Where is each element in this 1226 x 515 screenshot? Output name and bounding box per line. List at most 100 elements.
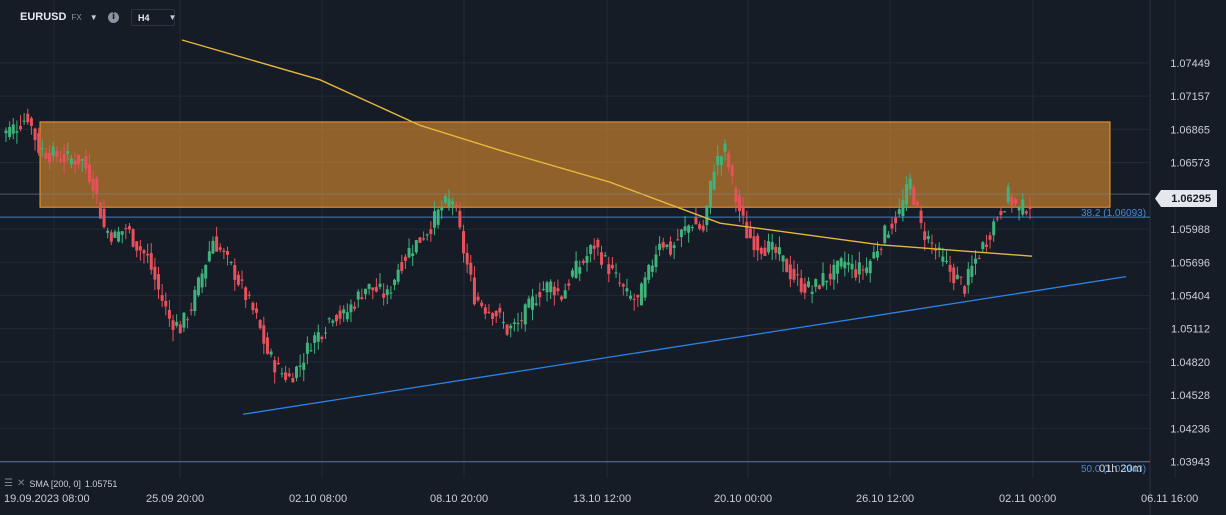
candle-body-185 bbox=[676, 239, 680, 241]
candle-body-277 bbox=[1010, 196, 1014, 206]
candle-body-203 bbox=[741, 206, 745, 216]
candle-body-124 bbox=[454, 204, 458, 209]
candle-body-205 bbox=[748, 228, 752, 238]
indicator-legend[interactable]: ☰ ✕ SMA [200, 0] 1.05751 bbox=[4, 478, 117, 489]
candle-body-179 bbox=[654, 254, 658, 268]
supply-zone[interactable] bbox=[39, 121, 1111, 208]
candle-body-251 bbox=[915, 201, 919, 206]
candle-body-17 bbox=[66, 150, 70, 154]
candle-body-214 bbox=[781, 255, 785, 262]
candle-body-256 bbox=[934, 249, 938, 251]
candle-body-148 bbox=[541, 288, 545, 290]
candle-body-170 bbox=[621, 284, 625, 287]
candle-body-44 bbox=[164, 301, 168, 307]
candle-body-13 bbox=[51, 146, 55, 156]
candle-body-150 bbox=[549, 281, 553, 293]
y-tick-label-2: 1.06865 bbox=[1170, 124, 1210, 136]
candle-body-160 bbox=[585, 255, 589, 263]
candle-body-273 bbox=[995, 218, 999, 220]
candle-body-159 bbox=[581, 260, 585, 264]
candle-body-265 bbox=[966, 268, 970, 286]
candle-body-266 bbox=[970, 265, 974, 277]
caret-down-icon[interactable]: ▼ bbox=[89, 13, 98, 22]
candle-body-230 bbox=[839, 258, 843, 267]
candle-body-132 bbox=[483, 307, 487, 314]
candle-body-254 bbox=[926, 236, 930, 240]
trendline[interactable] bbox=[242, 275, 1127, 415]
candle-body-74 bbox=[273, 360, 277, 373]
candle-body-279 bbox=[1017, 206, 1021, 211]
candle-body-145 bbox=[531, 296, 535, 310]
x-axis[interactable]: 19.09.2023 08:00 25.09 20:00 02.10 08:00 08… bbox=[4, 493, 1198, 505]
candle-body-280 bbox=[1021, 199, 1025, 215]
candle-body-134 bbox=[491, 313, 495, 319]
candle-body-237 bbox=[865, 267, 869, 273]
y-axis[interactable]: 1.07449 1.07157 1.06865 1.06573 1.05988 1.056… bbox=[1170, 58, 1210, 469]
info-icon[interactable]: i bbox=[108, 12, 119, 23]
timeframe-selector[interactable]: H4 ▼ bbox=[131, 9, 177, 26]
candle-body-173 bbox=[632, 298, 636, 300]
candle-body-39 bbox=[146, 253, 150, 256]
candle-body-80 bbox=[294, 366, 298, 378]
support-trendline[interactable] bbox=[242, 275, 1127, 415]
y-tick-label-5: 1.05988 bbox=[1170, 224, 1210, 236]
candle-body-262 bbox=[955, 274, 959, 280]
candle-body-149 bbox=[545, 282, 549, 293]
candle-body-5 bbox=[22, 120, 26, 122]
candle-body-93 bbox=[342, 309, 346, 314]
close-icon[interactable]: ✕ bbox=[16, 478, 26, 489]
candle-body-78 bbox=[287, 373, 291, 377]
y-tick-label-7: 1.05404 bbox=[1170, 291, 1210, 303]
candle-body-72 bbox=[265, 337, 269, 354]
candle-body-90 bbox=[331, 320, 335, 323]
candle-body-119 bbox=[436, 209, 440, 225]
candle-body-105 bbox=[385, 289, 389, 296]
candle-body-22 bbox=[84, 156, 88, 169]
candle-body-275 bbox=[1003, 211, 1007, 213]
candle-body-264 bbox=[963, 286, 967, 294]
candle-countdown: 01h 20m bbox=[1099, 463, 1142, 475]
candle-body-172 bbox=[629, 295, 633, 299]
candle-body-37 bbox=[138, 246, 142, 251]
candle-body-115 bbox=[422, 238, 426, 240]
candle-body-104 bbox=[382, 293, 386, 298]
candle-body-169 bbox=[618, 282, 622, 284]
candle-body-77 bbox=[284, 372, 288, 380]
candle-body-67 bbox=[247, 294, 251, 296]
current-price-tag: 1.06295 bbox=[1155, 190, 1217, 207]
candle-body-213 bbox=[777, 247, 781, 255]
candle-body-0 bbox=[4, 130, 8, 134]
symbol-selector[interactable]: EURUSD FX ▼ bbox=[20, 11, 98, 23]
y-tick-label-6: 1.05696 bbox=[1170, 257, 1210, 269]
candle-body-163 bbox=[596, 239, 600, 248]
candle-body-227 bbox=[828, 273, 832, 280]
candle-body-238 bbox=[868, 261, 872, 274]
candle-body-239 bbox=[872, 252, 876, 259]
x-tick-label-5: 20.10 00:00 bbox=[714, 493, 772, 505]
candle-body-71 bbox=[262, 325, 266, 344]
symbol-name: EURUSD bbox=[20, 11, 67, 23]
candle-body-188 bbox=[687, 225, 691, 233]
candle-body-138 bbox=[505, 324, 509, 335]
candle-body-49 bbox=[182, 312, 186, 328]
candle-body-233 bbox=[850, 263, 854, 270]
candle-body-113 bbox=[414, 240, 418, 253]
eye-off-icon[interactable]: ☰ bbox=[4, 478, 13, 489]
candle-body-47 bbox=[175, 321, 179, 326]
supply-zone-rect[interactable] bbox=[39, 121, 1111, 208]
candle-body-29 bbox=[109, 232, 113, 242]
candle-body-151 bbox=[552, 286, 556, 296]
candle-body-108 bbox=[396, 269, 400, 282]
fib-lines[interactable] bbox=[0, 216, 1150, 463]
candle-body-89 bbox=[327, 318, 331, 320]
caret-down-icon[interactable]: ▼ bbox=[168, 13, 177, 22]
candle-body-216 bbox=[788, 264, 792, 280]
candle-body-225 bbox=[821, 273, 825, 286]
x-tick-label-2: 02.10 08:00 bbox=[289, 493, 347, 505]
candle-body-217 bbox=[792, 268, 796, 280]
candle-body-166 bbox=[607, 264, 611, 275]
candle-body-243 bbox=[886, 234, 890, 238]
y-tick-label-10: 1.04528 bbox=[1170, 390, 1210, 402]
